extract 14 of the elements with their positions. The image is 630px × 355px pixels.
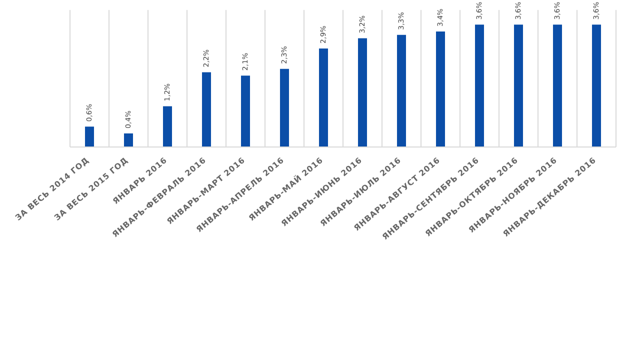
bar xyxy=(436,31,445,147)
bar xyxy=(280,68,289,147)
bar xyxy=(592,24,601,147)
bar xyxy=(475,24,484,147)
bar xyxy=(358,38,367,147)
bar xyxy=(163,106,172,147)
bar xyxy=(202,72,211,147)
bar xyxy=(514,24,523,147)
bar xyxy=(124,133,133,147)
bar xyxy=(85,126,94,147)
bar xyxy=(553,24,562,147)
bar xyxy=(397,34,406,147)
bar xyxy=(319,48,328,147)
bar xyxy=(241,76,250,147)
